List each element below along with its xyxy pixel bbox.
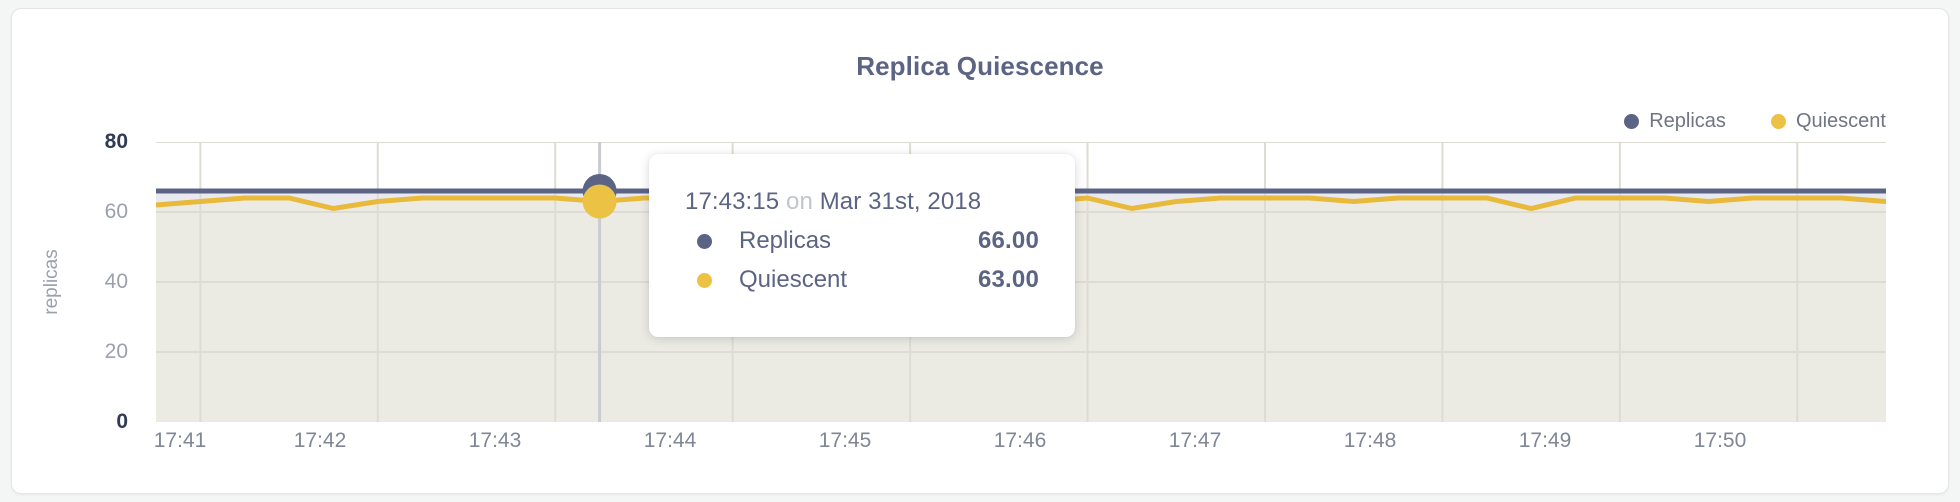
legend-label-replicas: Replicas	[1649, 110, 1726, 132]
tooltip-row-label: Replicas	[739, 227, 832, 254]
x-axis-tick: 17:46	[993, 429, 1047, 452]
tooltip-row-label: Quiescent	[739, 266, 848, 293]
y-axis-tick: 0	[116, 410, 128, 433]
x-axis-tick: 17:47	[1168, 429, 1222, 452]
x-axis-tick: 17:48	[1343, 429, 1397, 452]
x-axis-tick: 17:42	[293, 429, 347, 452]
tooltip-time: 17:43:15	[685, 188, 780, 215]
y-axis-tick: 20	[104, 340, 128, 363]
page-title: Replica Quiescence	[856, 51, 1104, 81]
quiescent-marker	[582, 184, 617, 219]
x-axis-tick: 17:41	[153, 429, 207, 452]
tooltip-row: Quiescent 63.00	[685, 266, 1039, 294]
x-axis-tick: 17:49	[1518, 429, 1572, 452]
chart-card: Replica Quiescence Replicas Quiescent re…	[11, 8, 1949, 494]
y-axis-tick: 80	[104, 130, 128, 153]
series-dot-icon	[1624, 114, 1640, 129]
x-axis-tick: 17:45	[818, 429, 872, 452]
tooltip-row-value: 63.00	[977, 266, 1039, 293]
chart-tooltip: 17:43:15 on Mar 31st, 2018 Replicas 66.0…	[649, 154, 1075, 337]
legend-item-quiescent[interactable]: Quiescent	[1770, 110, 1886, 133]
x-axis-tick: 17:44	[643, 429, 697, 452]
series-dot-icon	[697, 233, 712, 249]
legend-label-quiescent: Quiescent	[1795, 110, 1886, 132]
x-axis-tick: 17:50	[1693, 429, 1747, 452]
series-dot-icon	[697, 272, 712, 288]
legend-item-replicas[interactable]: Replicas	[1624, 110, 1726, 133]
tooltip-row-value: 66.00	[977, 227, 1039, 254]
tooltip-connector: on	[786, 188, 813, 215]
y-axis-tick: 40	[104, 270, 128, 293]
tooltip-date: Mar 31st, 2018	[819, 188, 982, 215]
tooltip-row: Replicas 66.00	[685, 227, 1039, 255]
tooltip-header: 17:43:15 on Mar 31st, 2018	[685, 188, 1039, 216]
x-axis-tick: 17:43	[468, 429, 522, 452]
chart-legend: Replicas Quiescent	[1624, 110, 1886, 133]
series-dot-icon	[1770, 114, 1786, 129]
y-axis-tick: 60	[104, 200, 128, 223]
